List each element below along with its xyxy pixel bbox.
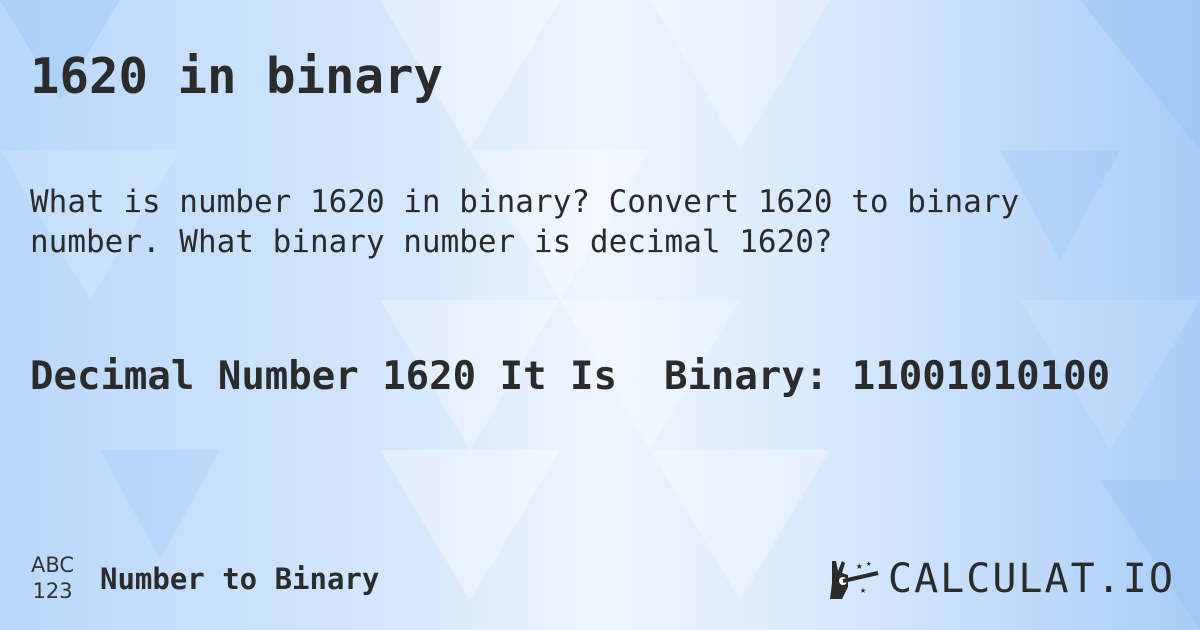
- icon-top-text: ABC: [31, 553, 75, 577]
- category-label: Number to Binary: [100, 562, 380, 596]
- description: What is number 1620 in binary? Convert 1…: [30, 184, 1020, 260]
- result-text: Decimal Number 1620 It Is Binary: 110010…: [30, 354, 1111, 399]
- svg-text:★: ★: [860, 585, 866, 596]
- page-title: 1620 in binary: [30, 48, 444, 105]
- icon-bottom-text: 123: [32, 579, 73, 603]
- svg-text:★: ★: [866, 559, 872, 569]
- logo-text: CALCULAT.IO: [888, 556, 1175, 602]
- svg-text:★: ★: [856, 559, 863, 572]
- calculat-io-logo: ★ ★ ★ CALCULAT.IO: [828, 556, 1175, 602]
- magic-hand-icon: ★ ★ ★: [830, 559, 879, 599]
- abc-123-icon: ABC 123: [31, 552, 74, 604]
